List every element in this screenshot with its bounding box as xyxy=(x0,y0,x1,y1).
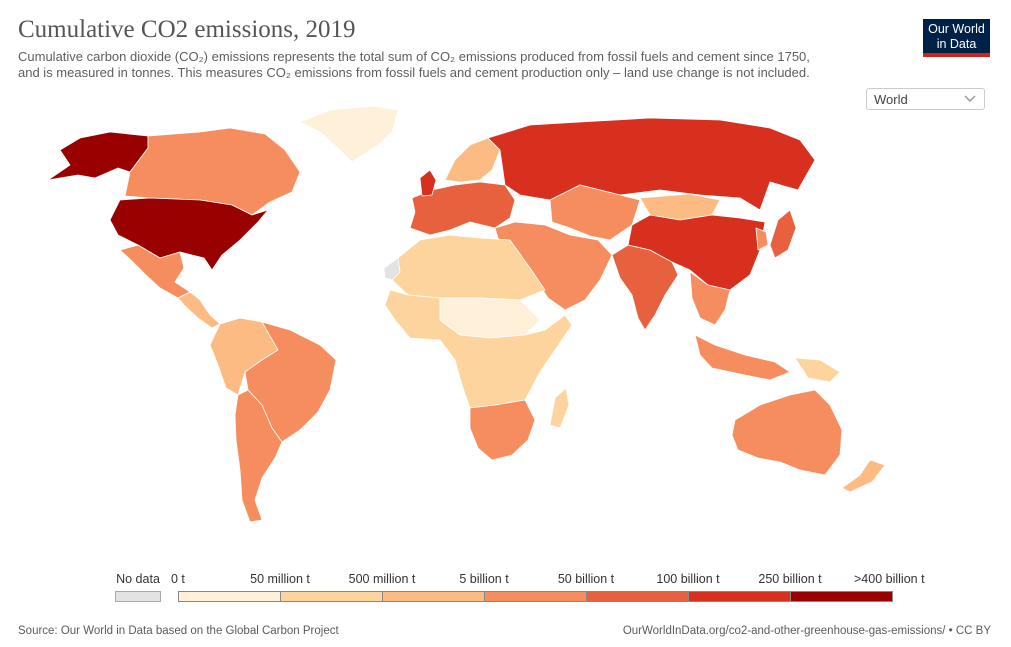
region-southern-africa[interactable] xyxy=(469,399,536,461)
region-central-america[interactable] xyxy=(177,291,221,329)
region-central-asia[interactable] xyxy=(549,184,641,241)
legend-bin-swatch xyxy=(178,591,281,602)
chevron-down-icon xyxy=(964,95,976,103)
logo-line-1: Our World xyxy=(928,22,985,36)
subtitle-line-2: and is measured in tonnes. This measures… xyxy=(18,65,810,80)
legend-bin-label: 0 t xyxy=(171,572,185,586)
region-scandinavia[interactable] xyxy=(444,137,501,183)
region-china[interactable] xyxy=(627,214,766,291)
chart-subtitle: Cumulative carbon dioxide (CO₂) emission… xyxy=(18,49,858,81)
legend-bin-label: 100 billion t xyxy=(656,572,720,586)
legend-bin-swatch xyxy=(484,591,587,602)
region-southern-cone[interactable] xyxy=(234,389,283,523)
legend-bin-swatch xyxy=(688,591,791,602)
owid-logo[interactable]: Our World in Data xyxy=(923,19,990,57)
legend-bin-label: 500 million t xyxy=(348,572,416,586)
legend-no-data-label: No data xyxy=(116,572,160,586)
region-papua-new-guinea[interactable] xyxy=(794,357,841,383)
legend-bin-swatch xyxy=(790,591,893,602)
legend-bin-label: >400 billion t xyxy=(854,572,925,586)
region-madagascar[interactable] xyxy=(549,387,570,429)
region-new-zealand[interactable] xyxy=(841,459,886,493)
region-mexico[interactable] xyxy=(119,244,191,299)
region-southeast-asia[interactable] xyxy=(689,271,731,326)
region-russia[interactable] xyxy=(487,117,816,211)
region-western-europe[interactable] xyxy=(409,181,516,236)
region-canada[interactable] xyxy=(124,127,301,216)
legend-no-data-swatch xyxy=(115,591,161,602)
region-western-sahara[interactable] xyxy=(383,257,401,281)
region-united-kingdom[interactable] xyxy=(419,169,437,197)
source-url[interactable]: OurWorldInData.org/co2-and-other-greenho… xyxy=(622,625,991,637)
legend-bin-label: 5 billion t xyxy=(459,572,509,586)
region-united-states[interactable] xyxy=(109,197,269,271)
region-greenland[interactable] xyxy=(299,105,399,163)
chart-title: Cumulative CO2 emissions, 2019 xyxy=(18,16,356,43)
legend-bin-swatch xyxy=(586,591,689,602)
region-selector-value: World xyxy=(874,92,908,107)
region-japan[interactable] xyxy=(769,209,797,259)
source-note: Source: Our World in Data based on the G… xyxy=(18,625,339,637)
world-map xyxy=(47,105,886,523)
legend-bin-swatch xyxy=(280,591,383,602)
region-korea[interactable] xyxy=(755,227,769,251)
region-indonesia[interactable] xyxy=(694,334,791,381)
legend-bin-swatch xyxy=(382,591,485,602)
region-australia[interactable] xyxy=(731,389,843,476)
region-central-africa[interactable] xyxy=(384,289,573,409)
region-selector[interactable]: World xyxy=(866,88,985,110)
subtitle-line-1: Cumulative carbon dioxide (CO₂) emission… xyxy=(18,49,810,64)
legend-bin-label: 50 billion t xyxy=(557,572,615,586)
logo-line-2: in Data xyxy=(936,37,977,51)
legend-bin-label: 250 billion t xyxy=(758,572,822,586)
legend-bin-label: 50 million t xyxy=(250,572,310,586)
